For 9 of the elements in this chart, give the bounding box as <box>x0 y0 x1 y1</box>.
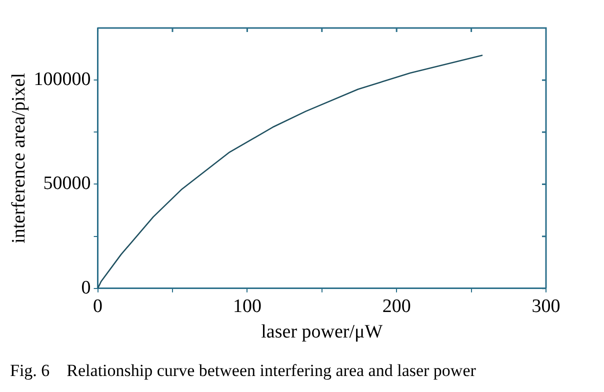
caption: Fig. 6 Relationship curve between interfering area and laser power <box>10 360 476 380</box>
x-tick-label: 300 <box>532 296 560 317</box>
y-axis-title: interference area/pixel <box>8 73 30 244</box>
y-tick-label: 50000 <box>43 173 91 194</box>
y-tick-label: 0 <box>81 277 91 298</box>
y-tick-label: 100000 <box>34 69 91 90</box>
x-tick-label: 100 <box>232 296 262 317</box>
x-tick-label: 200 <box>382 296 411 317</box>
x-axis-title: laser power/μW <box>261 322 383 343</box>
